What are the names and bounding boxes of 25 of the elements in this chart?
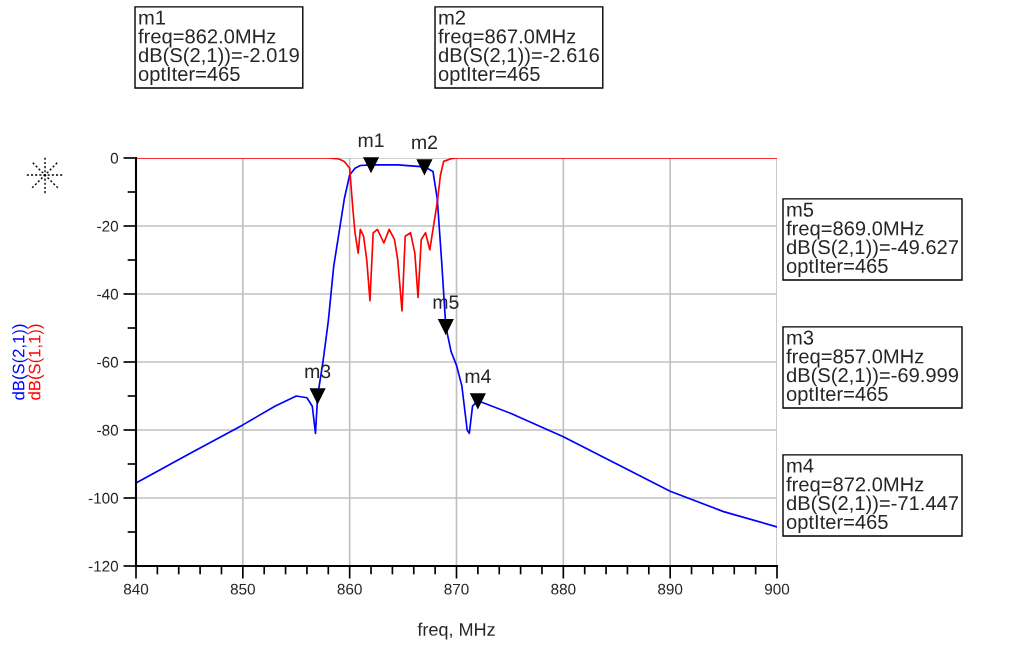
annotation: m2 [412,135,437,149]
x-tick-label: 850 [230,583,255,595]
text: dB(S(1,1)) [28,324,44,400]
x-tick-label: 840 [123,583,149,595]
y-tick-label: 0 [110,152,119,164]
y-tick-label: -60 [97,356,119,368]
text: m2 freq=867.0MHz dB(S(2,1))=-2.616 optIter=465 [438,10,599,86]
x-tick-label: 890 [658,583,683,595]
text: m1 freq=862.0MHz dB(S(2,1))=-2.019 optIter=465 [138,10,299,86]
x-tick-label: 880 [551,583,576,595]
y-tick-label: -100 [88,492,119,504]
y-tick-label: -80 [97,424,119,436]
text: m5 freq=869.0MHz dB(S(2,1))=-49.627 optIter=465 [786,202,958,278]
y-tick-label: -120 [88,560,119,572]
x-tick-label: 870 [444,583,469,595]
annotation: m1 [358,133,384,147]
y-tick-label: -40 [97,288,119,300]
annotation: m4 [465,369,491,383]
y-tick-label: -20 [97,220,119,232]
x-tick-label: 860 [337,583,362,595]
x-axis-title: freq, MHz [417,622,495,640]
text: dB(S(2,1)) [12,324,28,400]
x-tick-label: 900 [764,583,790,595]
text: m3 freq=857.0MHz dB(S(2,1))=-69.999 optIter=465 [786,330,959,406]
text: m4 freq=872.0MHz dB(S(2,1))=-71.447 optIter=465 [786,458,958,534]
